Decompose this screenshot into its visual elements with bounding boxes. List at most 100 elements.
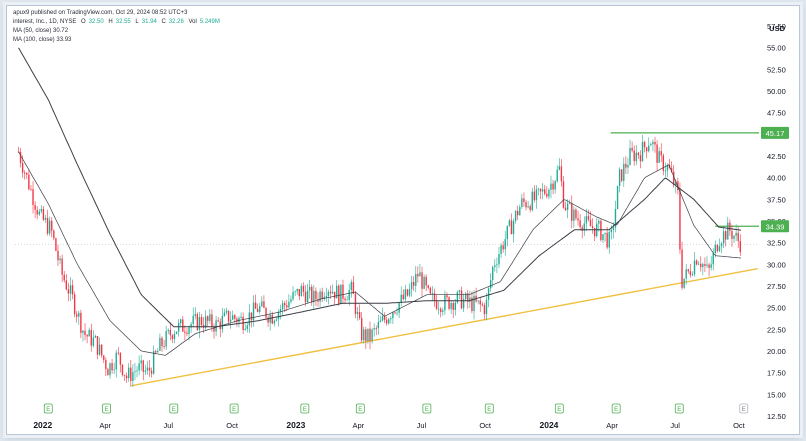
support-trendline [131, 267, 758, 387]
candle-body [537, 188, 540, 190]
candle-body [365, 329, 367, 341]
candle-body [61, 258, 63, 275]
candle-body [423, 276, 425, 289]
candle-body [577, 218, 579, 221]
candle-body [288, 301, 290, 308]
candle-body [510, 220, 513, 235]
candle-body [236, 318, 238, 323]
candle-body [566, 203, 569, 211]
vol-value: 5.249M [199, 19, 220, 25]
x-tick-label: Jul [163, 421, 173, 430]
candle-body [48, 220, 51, 234]
candle-body [593, 227, 596, 237]
candle-body [290, 299, 292, 302]
price-chart[interactable]: 57.5055.0052.5050.0047.5045.0042.5040.00… [7, 6, 799, 434]
x-tick-label: 2024 [539, 420, 558, 430]
candle-body [519, 206, 521, 216]
candle-body [670, 167, 673, 172]
candle-body [363, 329, 365, 341]
candle-body [69, 285, 72, 294]
candle-body [26, 172, 28, 175]
candle-body [308, 286, 311, 291]
candle-body [277, 311, 280, 320]
candle-body [223, 312, 226, 317]
candle-body [107, 369, 109, 376]
candle-body [600, 220, 602, 241]
candle-body [192, 315, 194, 324]
candle-body [348, 290, 350, 300]
candle-body [140, 360, 142, 364]
candle-body [631, 147, 633, 151]
y-tick-label: 42.50 [767, 152, 786, 161]
candle-body [292, 292, 294, 300]
candle-body [88, 329, 90, 337]
candle-body [691, 274, 694, 276]
candle-body [150, 370, 153, 374]
candle-body [271, 314, 273, 324]
candle-body [261, 301, 263, 307]
candle-body [57, 250, 59, 261]
candle-body [338, 285, 340, 304]
candle-body [379, 320, 382, 322]
candle-body [117, 352, 120, 354]
candle-body [704, 264, 706, 266]
candle-body [115, 352, 117, 370]
candle-body [735, 232, 737, 236]
candle-body [610, 229, 613, 233]
candle-body [267, 317, 269, 323]
candle-body [492, 267, 494, 280]
candle-body [273, 320, 276, 324]
open-value: 32.50 [88, 19, 104, 25]
candle-body [469, 297, 471, 302]
candle-body [84, 330, 86, 336]
candle-body [404, 289, 407, 300]
x-tick-label: Jul [417, 421, 427, 430]
candle-body [645, 147, 648, 152]
candle-body [40, 209, 43, 212]
earnings-badge [102, 403, 111, 414]
ma100-legend-text: MA (100, close) 33.93 [13, 37, 72, 43]
candle-body [294, 291, 296, 293]
candle-body [329, 291, 332, 294]
candle-body [371, 329, 373, 341]
candle-body [390, 318, 392, 320]
earnings-badge-label: E [46, 407, 50, 413]
candle-body [535, 189, 538, 201]
candle-body [186, 332, 188, 334]
candle-body [30, 189, 32, 191]
x-tick-label: Oct [479, 421, 492, 430]
earnings-badge-label: E [557, 407, 561, 413]
x-tick-label: Apr [99, 421, 111, 430]
candle-body [729, 222, 731, 231]
candle-body [591, 226, 594, 228]
candle-body [221, 316, 224, 330]
candle-body [685, 269, 687, 279]
candle-body [502, 245, 504, 250]
candle-body [302, 286, 305, 292]
candle-body [727, 222, 729, 240]
candle-body [419, 272, 421, 277]
candle-body [360, 318, 363, 341]
candle-body [67, 289, 70, 294]
candle-body [562, 181, 565, 208]
candle-body [662, 155, 665, 171]
candle-body [44, 217, 47, 220]
x-tick-label: Oct [733, 421, 746, 430]
candle-body [531, 191, 533, 211]
candle-body [352, 282, 355, 294]
candle-body [24, 172, 26, 174]
candle-body [693, 260, 696, 275]
candle-body [254, 302, 257, 309]
candle-body [252, 302, 255, 321]
x-tick-label: 2022 [33, 420, 52, 430]
y-tick-label: 32.50 [767, 239, 786, 248]
candle-body [86, 335, 88, 337]
candle-body [144, 370, 147, 372]
y-tick-label: 25.00 [767, 304, 786, 313]
candle-body [687, 269, 689, 272]
chart-frame: apux9 published on TradingView.com, Oct … [6, 5, 800, 435]
symbol-line: interest, Inc., 1D, NYSE O 32.50 H 32.55 L… [13, 18, 223, 26]
candle-body [92, 337, 95, 346]
candle-body [311, 286, 313, 303]
candle-body [629, 147, 631, 165]
